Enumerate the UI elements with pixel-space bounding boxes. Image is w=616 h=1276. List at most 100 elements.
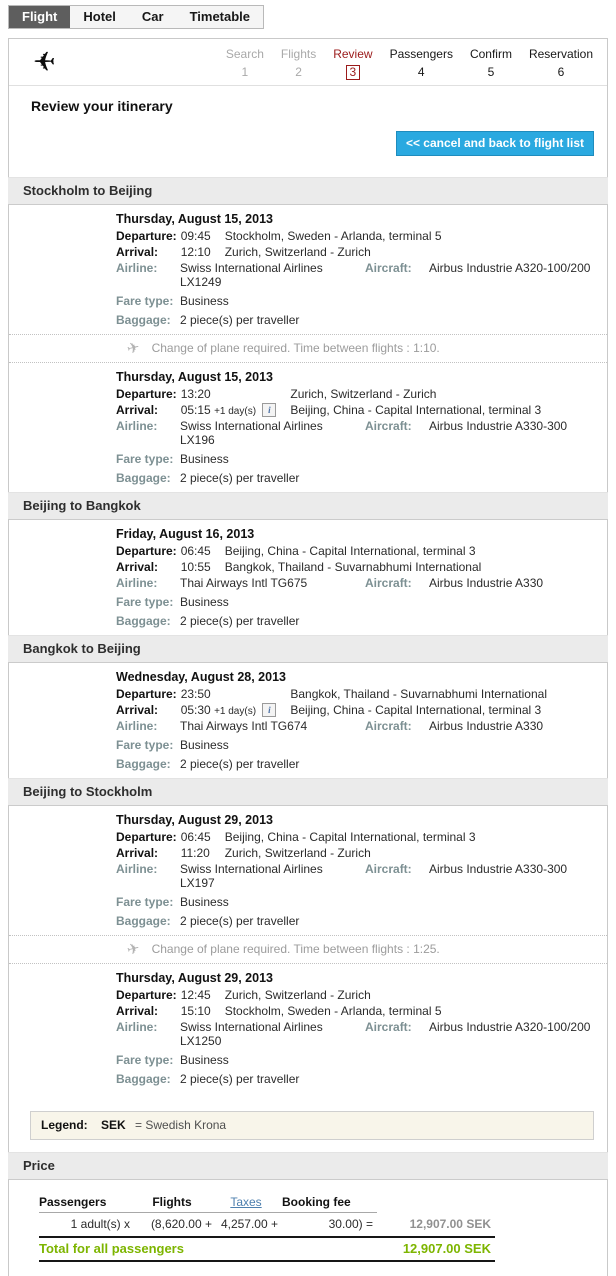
airline-label: Airline: [116, 576, 158, 590]
baggage-value: 2 piece(s) per traveller [180, 914, 300, 928]
wizard-header: ✈ Search 1 Flights 2 Review 3 Passengers… [9, 39, 607, 86]
departure-location: Stockholm, Sweden - Arlanda, terminal 5 [224, 229, 442, 243]
airplane-icon: ✈ [33, 47, 56, 77]
tab-car[interactable]: Car [141, 9, 164, 24]
flight-segment: Thursday, August 29, 2013 Departure: 12:… [9, 964, 607, 1093]
baggage-row: Baggage: 2 piece(s) per traveller [116, 914, 599, 928]
departure-label: Departure: [116, 687, 177, 701]
row-total-value: 12,907.00 SEK [377, 1212, 495, 1238]
airline-value: Swiss International Airlines LX197 [180, 862, 323, 890]
price-table: Passengers Flights Taxes Booking fee 1 a… [39, 1193, 495, 1262]
aircraft-label: Aircraft: [365, 576, 412, 590]
currency-description: = Swedish Krona [135, 1118, 227, 1132]
airline-row: Airline: Thai Airways Intl TG675 Aircraf… [116, 576, 599, 590]
step-label: Confirm [469, 47, 512, 61]
fare-type-label: Fare type: [116, 294, 174, 308]
flights-value: (8,620.00 + [134, 1212, 216, 1238]
airline-value: Thai Airways Intl TG675 [180, 576, 308, 590]
step-label: Reservation [528, 47, 593, 61]
departure-time: 09:45 [180, 229, 211, 243]
flight-segment: Thursday, August 15, 2013 Departure: 13:… [9, 363, 607, 492]
fare-type-value: Business [180, 895, 229, 909]
departure-time: 06:45 [180, 830, 211, 844]
tab-flight[interactable]: Flight [9, 6, 71, 28]
col-header-total [377, 1193, 495, 1213]
baggage-label: Baggage: [116, 471, 171, 485]
fare-type-label: Fare type: [116, 1053, 174, 1067]
fare-type-label: Fare type: [116, 452, 174, 466]
arrival-time: 11:20 [180, 846, 210, 860]
step-number: 3 [333, 65, 372, 80]
arrival-location: Beijing, China - Capital International, … [290, 703, 542, 717]
col-header-booking-fee: Booking fee [282, 1193, 377, 1213]
change-of-plane-row: ✈ Change of plane required. Time between… [9, 334, 607, 363]
arrival-label: Arrival: [116, 560, 159, 574]
fare-type-value: Business [180, 294, 229, 308]
fare-type-row: Fare type: Business [116, 1053, 599, 1067]
departure-label: Departure: [116, 988, 177, 1002]
fare-type-row: Fare type: Business [116, 738, 599, 752]
airline-row: Airline: Swiss International Airlines LX… [116, 862, 599, 890]
baggage-row: Baggage: 2 piece(s) per traveller [116, 471, 599, 485]
baggage-row: Baggage: 2 piece(s) per traveller [116, 313, 599, 327]
fare-type-row: Fare type: Business [116, 895, 599, 909]
departure-location: Beijing, China - Capital International, … [224, 830, 476, 844]
arrival-time: 05:15 [180, 403, 211, 417]
airline-row: Airline: Thai Airways Intl TG674 Aircraf… [116, 719, 599, 733]
baggage-value: 2 piece(s) per traveller [180, 471, 300, 485]
arrival-label: Arrival: [116, 703, 159, 717]
section-header-beijing-bangkok: Beijing to Bangkok [8, 492, 608, 520]
info-icon[interactable]: i [262, 403, 277, 417]
aircraft-label: Aircraft: [365, 719, 412, 733]
arrival-time: 05:30 [180, 703, 211, 717]
departure-time: 13:20 [180, 387, 211, 401]
section-header-beijing-stockholm: Beijing to Stockholm [8, 778, 608, 806]
col-header-flights: Flights [134, 1193, 216, 1213]
info-icon[interactable]: i [262, 703, 277, 717]
airline-value: Swiss International Airlines LX1249 [180, 261, 323, 289]
fare-type-row: Fare type: Business [116, 452, 599, 466]
arrival-location: Zurich, Switzerland - Zurich [224, 846, 371, 860]
flight-segment: Wednesday, August 28, 2013 Departure: 23… [9, 663, 607, 778]
grand-total-value: 12,907.00 SEK [377, 1237, 495, 1262]
taxes-value: 4,257.00 + [216, 1212, 282, 1238]
tab-hotel[interactable]: Hotel [83, 9, 116, 24]
aircraft-label: Aircraft: [365, 419, 412, 433]
aircraft-value: Airbus Industrie A330-300 [429, 419, 568, 433]
baggage-row: Baggage: 2 piece(s) per traveller [116, 1072, 599, 1086]
airline-label: Airline: [116, 862, 158, 876]
change-of-plane-note: Change of plane required. Time between f… [151, 942, 440, 956]
airline-value: Swiss International Airlines LX196 [180, 419, 323, 447]
departure-location: Bangkok, Thailand - Suvarnabhumi Interna… [290, 687, 547, 701]
baggage-value: 2 piece(s) per traveller [180, 1072, 300, 1086]
segment-date: Thursday, August 15, 2013 [116, 212, 273, 226]
step-passengers: Passengers 4 [390, 47, 453, 80]
change-of-plane-note: Change of plane required. Time between f… [151, 341, 440, 355]
airline-label: Airline: [116, 1020, 158, 1034]
tab-timetable[interactable]: Timetable [189, 9, 251, 24]
aircraft-label: Aircraft: [365, 862, 412, 876]
section-header-price: Price [8, 1152, 608, 1180]
cancel-back-button[interactable]: << cancel and back to flight list [395, 131, 594, 156]
airline-row: Airline: Swiss International Airlines LX… [116, 261, 599, 289]
baggage-label: Baggage: [116, 757, 171, 771]
step-reservation: Reservation 6 [529, 47, 593, 80]
fare-type-label: Fare type: [116, 738, 174, 752]
airline-label: Airline: [116, 419, 158, 433]
departure-location: Zurich, Switzerland - Zurich [224, 988, 371, 1002]
step-search: Search 1 [226, 47, 264, 80]
arrival-time: 12:10 [180, 245, 211, 259]
baggage-label: Baggage: [116, 1072, 171, 1086]
departure-label: Departure: [116, 229, 177, 243]
col-header-passengers: Passengers [39, 1193, 134, 1213]
baggage-label: Baggage: [116, 614, 171, 628]
segment-date: Friday, August 16, 2013 [116, 527, 255, 541]
fare-type-label: Fare type: [116, 895, 174, 909]
airline-row: Airline: Swiss International Airlines LX… [116, 1020, 599, 1048]
arrival-label: Arrival: [116, 403, 159, 417]
button-row: << cancel and back to flight list [9, 131, 594, 156]
wizard-steps: Search 1 Flights 2 Review 3 Passengers 4… [226, 44, 593, 80]
departure-time: 12:45 [180, 988, 211, 1002]
arrival-label: Arrival: [116, 846, 159, 860]
taxes-link[interactable]: Taxes [230, 1195, 262, 1209]
